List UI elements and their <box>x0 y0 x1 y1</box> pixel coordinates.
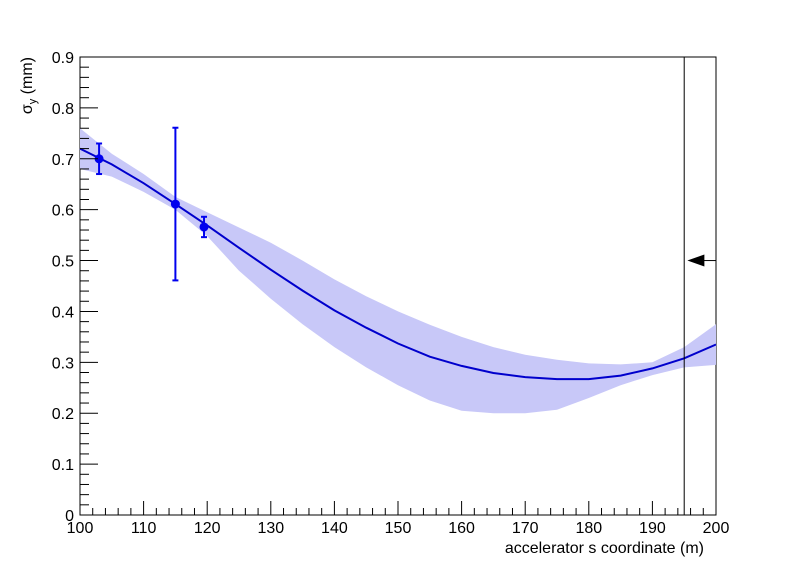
x-tick-label: 190 <box>639 520 666 537</box>
y-tick-label: 0.9 <box>52 50 74 67</box>
uncertainty-band <box>80 128 716 414</box>
x-tick-label: 160 <box>448 520 475 537</box>
arrow-head <box>687 254 705 267</box>
y-tick-label: 0.5 <box>52 254 74 271</box>
y-axis-title-rest: (mm) <box>19 57 36 99</box>
y-tick-label: 0 <box>65 508 74 525</box>
x-tick-label: 200 <box>703 520 730 537</box>
uncertainty-band-layer <box>80 128 716 414</box>
fit-curve-layer <box>79 147 717 381</box>
y-tick-label: 0.8 <box>52 101 74 118</box>
y-tick-label: 0.1 <box>52 457 74 474</box>
x-tick-label: 140 <box>321 520 348 537</box>
data-points-layer <box>94 126 209 282</box>
point-marker <box>170 199 180 209</box>
data-point <box>199 215 209 239</box>
y-tick-label: 0.3 <box>52 355 74 372</box>
y-axis-title: σy (mm) <box>19 57 39 114</box>
y-tick-label: 0.7 <box>52 152 74 169</box>
y-axis-title-subscript: y <box>27 98 39 104</box>
x-tick-label: 150 <box>385 520 412 537</box>
point-marker <box>94 154 104 164</box>
data-point <box>170 126 180 282</box>
x-tick-label: 110 <box>131 520 157 537</box>
x-axis: 100 110 120 130 140 150 160 170 180 190 200 <box>67 501 730 537</box>
x-tick-label: 130 <box>257 520 284 537</box>
y-tick-label: 0.4 <box>52 304 74 321</box>
data-point <box>94 142 104 176</box>
x-tick-label: 120 <box>194 520 221 537</box>
x-tick-label: 180 <box>575 520 602 537</box>
y-tick-label: 0.6 <box>52 203 74 220</box>
x-axis-title: accelerator s coordinate (m) <box>505 540 704 557</box>
marker-layer <box>683 57 716 515</box>
y-axis-title-base: σ <box>19 104 36 114</box>
x-tick-label: 100 <box>67 520 94 537</box>
y-axis: 0 0.1 0.2 0.3 0.4 0.5 0.6 0.7 0.8 0.9 <box>52 50 98 525</box>
y-tick-label: 0.2 <box>52 406 74 423</box>
point-marker <box>199 222 209 232</box>
plot-frame <box>79 56 717 516</box>
x-tick-label: 170 <box>512 520 539 537</box>
fit-curve <box>79 147 717 381</box>
